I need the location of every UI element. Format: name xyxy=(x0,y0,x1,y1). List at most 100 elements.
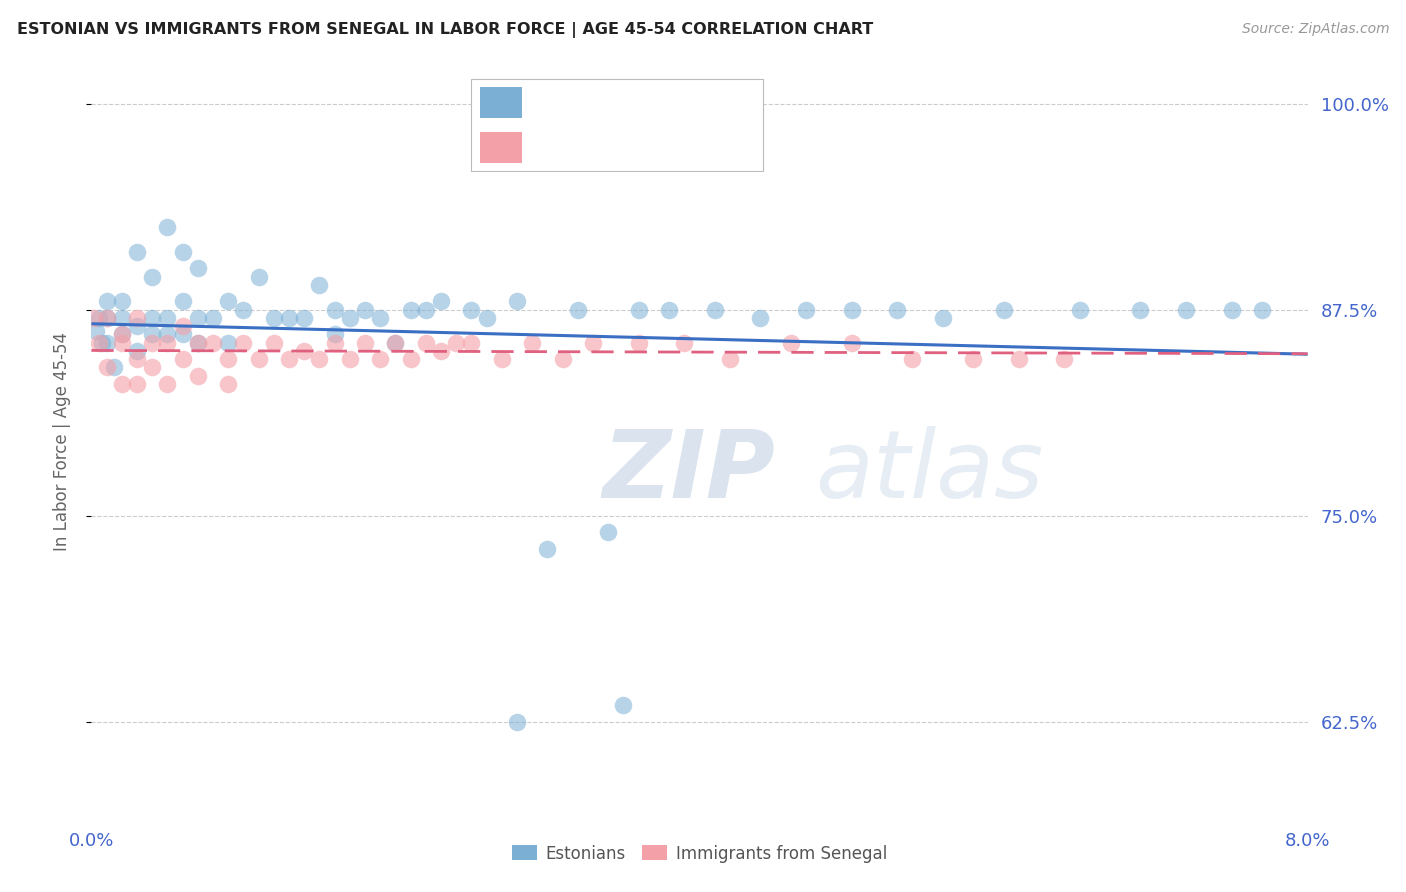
Point xyxy=(125,310,148,325)
Point xyxy=(506,294,529,309)
Point xyxy=(172,352,194,367)
Point xyxy=(1008,352,1031,367)
Point xyxy=(460,302,482,317)
Point xyxy=(718,352,741,367)
Point xyxy=(308,277,330,292)
Point xyxy=(551,352,574,367)
Point xyxy=(217,335,239,350)
Text: Source: ZipAtlas.com: Source: ZipAtlas.com xyxy=(1241,22,1389,37)
Point xyxy=(415,335,437,350)
Point xyxy=(794,302,817,317)
Point xyxy=(156,310,179,325)
Point xyxy=(156,376,179,391)
Point xyxy=(384,335,406,350)
Point xyxy=(232,335,254,350)
Point xyxy=(1053,352,1076,367)
Point xyxy=(247,352,270,367)
Point xyxy=(993,302,1015,317)
Point xyxy=(83,310,105,325)
Point xyxy=(901,352,924,367)
Point xyxy=(247,269,270,284)
Text: ESTONIAN VS IMMIGRANTS FROM SENEGAL IN LABOR FORCE | AGE 45-54 CORRELATION CHART: ESTONIAN VS IMMIGRANTS FROM SENEGAL IN L… xyxy=(17,22,873,38)
Point xyxy=(263,310,285,325)
Point xyxy=(1220,302,1243,317)
Point xyxy=(172,327,194,342)
Point xyxy=(673,335,696,350)
Point xyxy=(96,335,118,350)
Point xyxy=(125,244,148,259)
Point xyxy=(292,343,315,358)
Point xyxy=(187,335,209,350)
Point xyxy=(87,310,110,325)
Point xyxy=(323,327,346,342)
Point xyxy=(141,310,163,325)
Point xyxy=(475,310,498,325)
Point xyxy=(522,335,544,350)
Y-axis label: In Labor Force | Age 45-54: In Labor Force | Age 45-54 xyxy=(52,332,70,551)
Point xyxy=(125,376,148,391)
Point xyxy=(156,327,179,342)
Point xyxy=(111,310,134,325)
Point xyxy=(111,294,134,309)
Point xyxy=(187,335,209,350)
Point xyxy=(430,294,453,309)
Point xyxy=(460,335,482,350)
Legend: Estonians, Immigrants from Senegal: Estonians, Immigrants from Senegal xyxy=(505,838,894,869)
Point xyxy=(217,376,239,391)
Point xyxy=(627,335,650,350)
Text: ZIP: ZIP xyxy=(602,425,775,518)
Point xyxy=(354,335,377,350)
Point xyxy=(111,327,134,342)
Point xyxy=(384,335,406,350)
Point xyxy=(125,319,148,334)
Point xyxy=(217,294,239,309)
Point xyxy=(1129,302,1152,317)
Point xyxy=(172,244,194,259)
Point xyxy=(217,352,239,367)
Point xyxy=(841,335,863,350)
Point xyxy=(703,302,725,317)
Point xyxy=(156,335,179,350)
Point xyxy=(141,327,163,342)
Text: atlas: atlas xyxy=(815,426,1043,517)
Point xyxy=(172,319,194,334)
Point xyxy=(96,294,118,309)
Point xyxy=(536,541,558,556)
Point xyxy=(627,302,650,317)
Point xyxy=(339,310,361,325)
Point xyxy=(444,335,467,350)
Point xyxy=(658,302,681,317)
Point xyxy=(125,352,148,367)
Point xyxy=(931,310,953,325)
Point xyxy=(232,302,254,317)
Point xyxy=(202,335,225,350)
Point xyxy=(491,352,513,367)
Point xyxy=(779,335,801,350)
Point xyxy=(96,310,118,325)
Point xyxy=(962,352,984,367)
Point xyxy=(415,302,437,317)
Point xyxy=(278,352,301,367)
Point xyxy=(399,352,422,367)
Point xyxy=(399,302,422,317)
Point xyxy=(91,335,114,350)
Point xyxy=(87,335,110,350)
Point xyxy=(430,343,453,358)
Point xyxy=(187,310,209,325)
Point xyxy=(111,327,134,342)
Point xyxy=(111,335,134,350)
Point xyxy=(141,335,163,350)
Point xyxy=(567,302,589,317)
Point xyxy=(292,310,315,325)
Point xyxy=(156,220,179,235)
Point xyxy=(841,302,863,317)
Point xyxy=(187,261,209,276)
Point xyxy=(1174,302,1197,317)
Point xyxy=(141,360,163,375)
Point xyxy=(354,302,377,317)
Point xyxy=(172,294,194,309)
Point xyxy=(263,335,285,350)
Point xyxy=(96,310,118,325)
Point xyxy=(1069,302,1091,317)
Point xyxy=(506,714,529,729)
